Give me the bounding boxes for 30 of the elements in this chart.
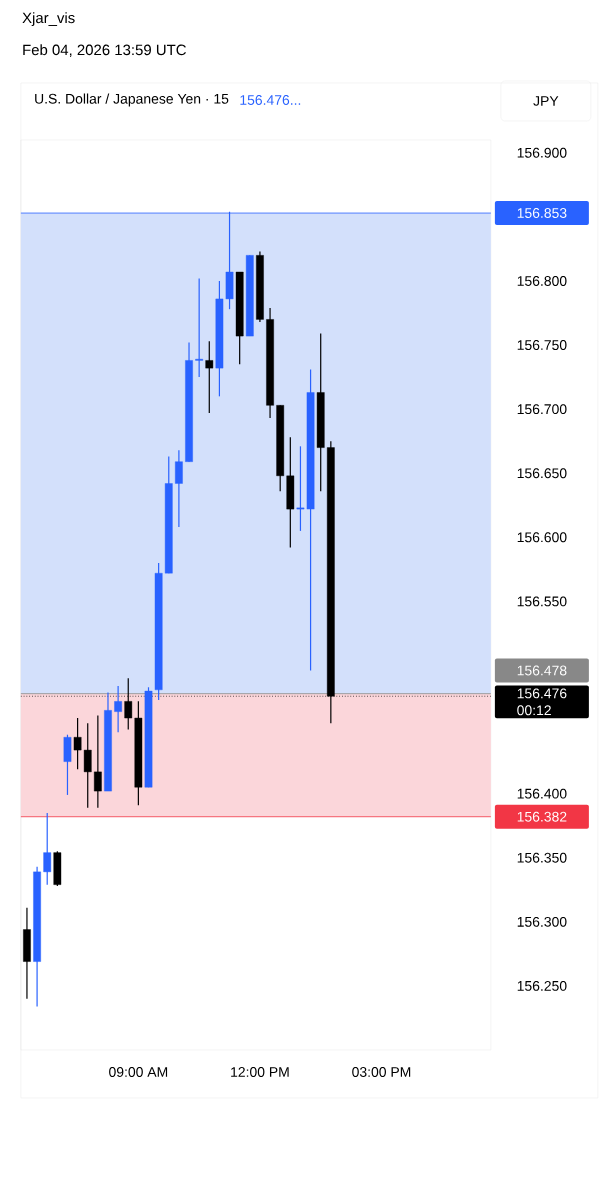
y-tick-label: 156.800 <box>517 276 567 286</box>
y-tick-label: 156.250 <box>517 980 567 991</box>
text: Feb 04, 2026 13:59 UTC <box>23 44 187 57</box>
y-tick-label: 156.600 <box>517 532 567 543</box>
y-tick-label: 156.900 <box>517 147 567 158</box>
y-tick-label: 156.400 <box>517 788 567 799</box>
candlestick <box>43 812 52 886</box>
y-tick-label: 156.750 <box>517 340 567 350</box>
candlestick <box>94 714 102 809</box>
chart-subtitle: 156.476... <box>240 95 301 105</box>
text: Xjar_vis <box>22 12 75 27</box>
y-tick-label: 156.700 <box>517 404 567 415</box>
x-tick-label: 03:00 PM <box>352 1067 411 1077</box>
ref-line-label: 156.382 <box>517 811 567 822</box>
candlestick <box>205 340 214 414</box>
ref-line-label: 156.853 <box>517 208 567 218</box>
candlestick <box>195 277 204 378</box>
candlestick <box>175 449 183 528</box>
ref-line-label: 156.476 <box>517 688 567 699</box>
y-tick-label: 156.300 <box>517 916 567 927</box>
text: 00:12 <box>517 705 551 716</box>
ref-line-label: 156.478 <box>517 665 567 676</box>
chart-title: U.S. Dollar / Japanese Yen · 15 <box>35 93 229 107</box>
x-tick-label: 09:00 AM <box>109 1067 168 1077</box>
y-tick-label: 156.650 <box>517 468 567 479</box>
candlestick <box>114 685 123 733</box>
y-axis-title: JPY <box>533 96 559 106</box>
x-tick-label: 12:00 PM <box>231 1067 289 1077</box>
y-tick-label: 156.550 <box>517 596 567 607</box>
y-tick-label: 156.350 <box>517 852 567 863</box>
